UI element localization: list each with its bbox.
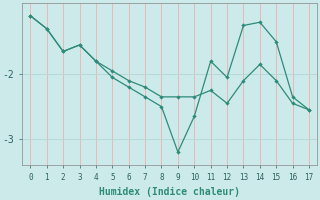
X-axis label: Humidex (Indice chaleur): Humidex (Indice chaleur)	[99, 187, 240, 197]
